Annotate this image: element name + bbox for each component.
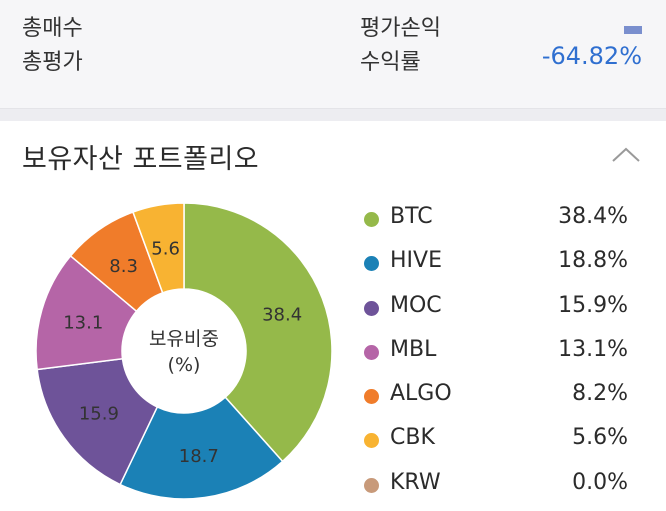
legend-swatch	[364, 212, 379, 227]
total-eval-label: 총평가	[22, 50, 83, 75]
donut-value-label-cbk: 5.6	[151, 239, 180, 260]
legend-name: ALGO	[390, 381, 452, 407]
donut-center-unit: (%)	[168, 354, 201, 376]
donut-svg: 38.4 18.7 15.9 13.1 8.3 5.6 보유비중 (%)	[35, 202, 333, 500]
portfolio-title: 보유자산 포트폴리오	[22, 144, 260, 175]
legend-percent: 18.8%	[558, 248, 628, 274]
legend-name: HIVE	[390, 248, 442, 274]
legend-item-krw[interactable]: KRW 0.0%	[360, 467, 640, 511]
donut-value-label-moc: 15.9	[79, 403, 119, 424]
legend-item-moc[interactable]: MOC 15.9%	[360, 290, 640, 334]
chart-legend: BTC 38.4% HIVE 18.8% MOC 15.9% MBL 13.1%…	[360, 201, 640, 511]
legend-swatch	[364, 300, 379, 316]
donut-slice-hive[interactable]	[119, 396, 284, 500]
donut-value-label-btc: 38.4	[262, 305, 302, 326]
collapse-button[interactable]	[606, 141, 646, 169]
legend-percent: 5.6%	[572, 425, 628, 451]
legend-item-btc[interactable]: BTC 38.4%	[360, 201, 640, 245]
account-summary: 총매수 총평가 평가손익 수익률 -64.82%	[0, 0, 666, 109]
legend-swatch	[364, 477, 379, 493]
donut-center-label: 보유비중	[149, 328, 219, 350]
legend-item-hive[interactable]: HIVE 18.8%	[360, 245, 640, 289]
legend-name: KRW	[390, 469, 441, 495]
legend-swatch	[364, 256, 379, 272]
pnl-value-indicator	[624, 26, 642, 34]
legend-name: MOC	[390, 292, 442, 318]
return-label: 수익률	[360, 50, 421, 75]
chevron-up-icon	[612, 147, 640, 162]
legend-percent: 0.0%	[572, 469, 628, 495]
donut-value-label-hive: 18.7	[179, 446, 219, 467]
pnl-label: 평가손익	[360, 16, 441, 41]
section-divider	[0, 109, 666, 121]
legend-item-mbl[interactable]: MBL 13.1%	[360, 334, 640, 378]
legend-name: MBL	[390, 336, 437, 362]
legend-percent: 13.1%	[558, 336, 628, 362]
donut-value-label-algo: 8.3	[109, 256, 138, 277]
portfolio-card: 보유자산 포트폴리오 38.4 18.7 15.9 13.1 8.3 5.6 보유비중 (…	[0, 121, 666, 506]
legend-percent: 38.4%	[558, 204, 628, 229]
donut-slice-moc[interactable]	[36, 357, 159, 486]
legend-percent: 15.9%	[558, 292, 628, 318]
legend-swatch	[364, 433, 379, 449]
donut-slice-btc[interactable]	[183, 202, 333, 463]
legend-percent: 8.2%	[572, 381, 628, 407]
legend-name: CBK	[390, 425, 435, 451]
legend-name: BTC	[390, 204, 433, 229]
donut-slice-cbk[interactable]	[132, 202, 185, 294]
return-value: -64.82%	[541, 42, 642, 70]
legend-item-cbk[interactable]: CBK 5.6%	[360, 422, 640, 466]
legend-item-algo[interactable]: ALGO 8.2%	[360, 378, 640, 422]
portfolio-donut-chart: 38.4 18.7 15.9 13.1 8.3 5.6 보유비중 (%)	[34, 201, 334, 501]
donut-value-label-mbl: 13.1	[63, 312, 103, 333]
legend-swatch	[364, 389, 379, 405]
donut-slice-mbl[interactable]	[35, 254, 138, 371]
total-buy-label: 총매수	[22, 16, 83, 41]
legend-swatch	[364, 344, 379, 360]
